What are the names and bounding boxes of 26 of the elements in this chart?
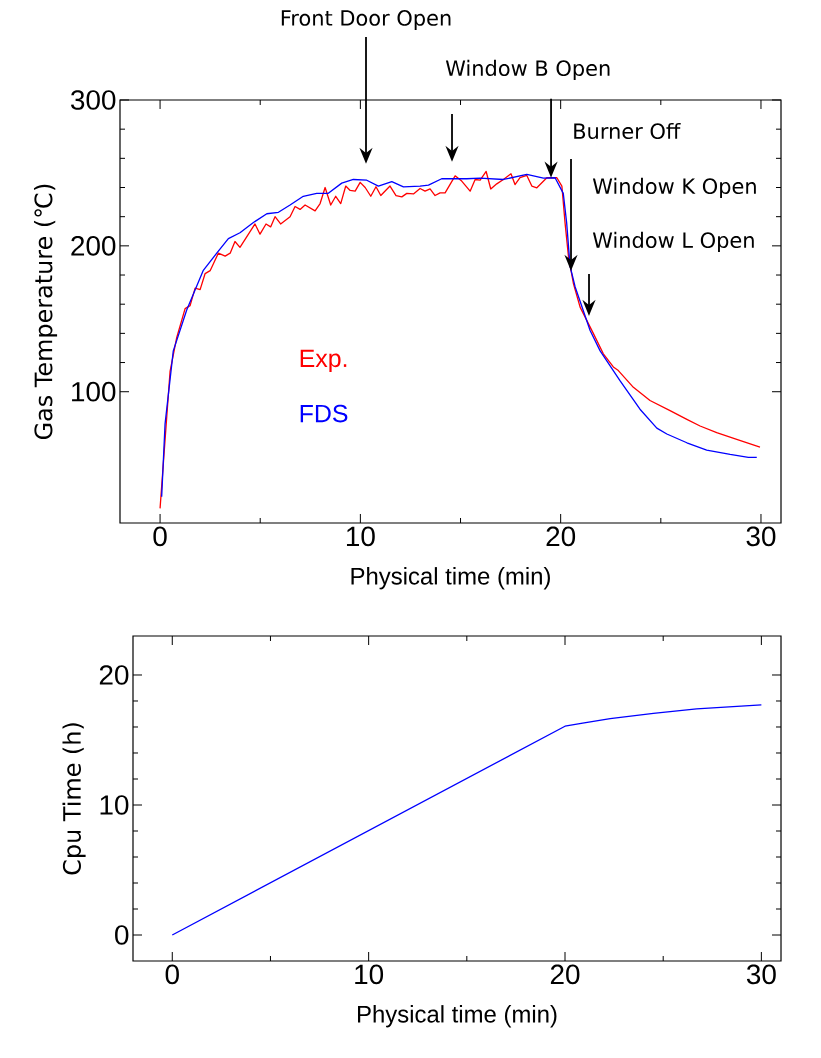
x-tick-label: 30 [746, 526, 776, 547]
x-tick-label: 10 [355, 964, 384, 985]
x-axis-title: Physical time (min) [351, 567, 550, 590]
y-tick-label: 200 [71, 235, 116, 256]
y-axis-title: Gas Temperature (℃) [33, 184, 58, 440]
x-tick-label: 20 [546, 526, 576, 547]
x-tick-label: 10 [346, 526, 375, 547]
annotation: Window K Open [592, 177, 756, 199]
x-axis-title: Physical time (min) [358, 1005, 557, 1028]
y-tick-label: 100 [72, 381, 116, 402]
annotation: Window L Open [592, 231, 754, 253]
x-tick-label: 0 [165, 964, 179, 985]
x-tick-label: 20 [550, 964, 580, 985]
y-tick-label: 10 [100, 795, 129, 815]
y-tick-label: 0 [115, 925, 129, 945]
y-axis-title: Cpu Time (h) [62, 723, 86, 875]
text: Front Door Open [281, 10, 451, 30]
y-tick-label: 300 [71, 90, 116, 110]
x-tick-label: 30 [746, 964, 776, 985]
line-series [171, 704, 763, 936]
text: Window B Open [445, 59, 610, 81]
x-tick-label: 0 [153, 526, 167, 547]
text: FDS [300, 404, 348, 423]
text: Exp. [300, 349, 347, 373]
y-tick-label: 20 [99, 665, 129, 685]
annotation: Burner Off [574, 122, 681, 140]
